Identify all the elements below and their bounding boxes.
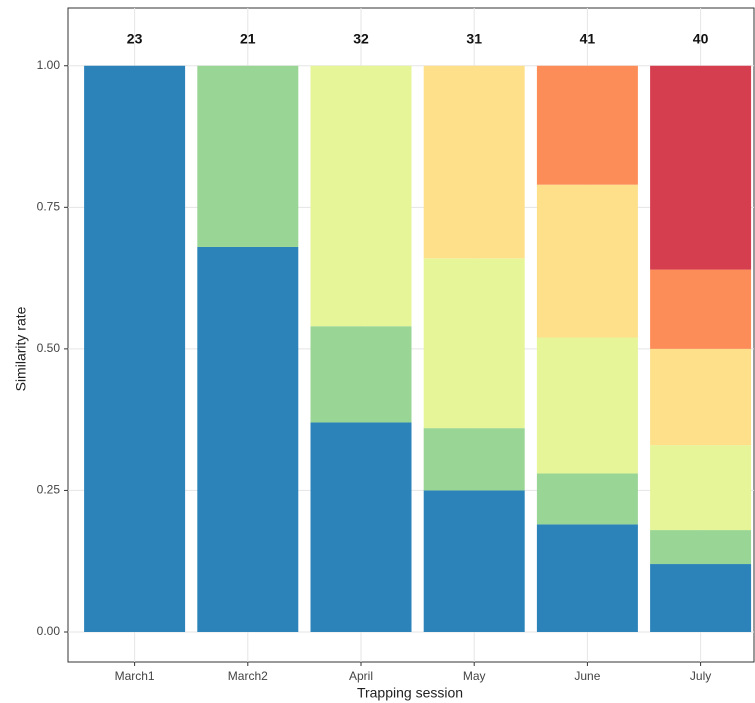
y-tick-label: 0.75 bbox=[37, 199, 61, 213]
bar-segment bbox=[424, 66, 525, 259]
y-tick-label: 0.50 bbox=[37, 341, 61, 355]
bar-segment bbox=[650, 445, 751, 530]
x-tick-label: April bbox=[349, 669, 373, 683]
y-tick-label: 1.00 bbox=[37, 58, 61, 72]
bar-segment bbox=[650, 66, 751, 270]
bar-segment bbox=[537, 338, 638, 474]
count-label: 23 bbox=[127, 31, 143, 47]
bar-segment bbox=[424, 490, 525, 632]
count-label: 41 bbox=[580, 31, 596, 47]
bar-segment bbox=[424, 428, 525, 490]
bar-segment bbox=[650, 349, 751, 445]
x-tick-label: July bbox=[690, 669, 711, 683]
bar-segment bbox=[311, 422, 412, 632]
x-tick-label: June bbox=[574, 669, 600, 683]
chart: Similarity rate Trapping session 0.00 0.2… bbox=[0, 0, 755, 703]
bar-segment bbox=[197, 247, 298, 632]
y-tick-label: 0.25 bbox=[37, 483, 61, 497]
bar-segment bbox=[197, 66, 298, 247]
bar-segment bbox=[311, 66, 412, 326]
bar-segment bbox=[424, 258, 525, 428]
bar-segment bbox=[537, 524, 638, 632]
x-tick-label: March1 bbox=[115, 669, 155, 683]
bar-segment bbox=[650, 564, 751, 632]
count-label: 21 bbox=[240, 31, 256, 47]
count-label: 31 bbox=[466, 31, 482, 47]
bar-segment bbox=[537, 473, 638, 524]
y-axis-title: Similarity rate bbox=[13, 306, 29, 391]
bar-segment bbox=[311, 326, 412, 422]
x-tick-label: May bbox=[463, 669, 486, 683]
x-axis-title: Trapping session bbox=[357, 685, 463, 701]
bar-segment bbox=[650, 530, 751, 564]
x-tick-label: March2 bbox=[228, 669, 268, 683]
count-label: 32 bbox=[353, 31, 369, 47]
bar-segment bbox=[84, 66, 185, 632]
y-tick-label: 0.00 bbox=[37, 624, 61, 638]
count-label: 40 bbox=[693, 31, 709, 47]
bar-segment bbox=[650, 270, 751, 349]
bar-segment bbox=[537, 185, 638, 338]
bar-segment bbox=[537, 66, 638, 185]
